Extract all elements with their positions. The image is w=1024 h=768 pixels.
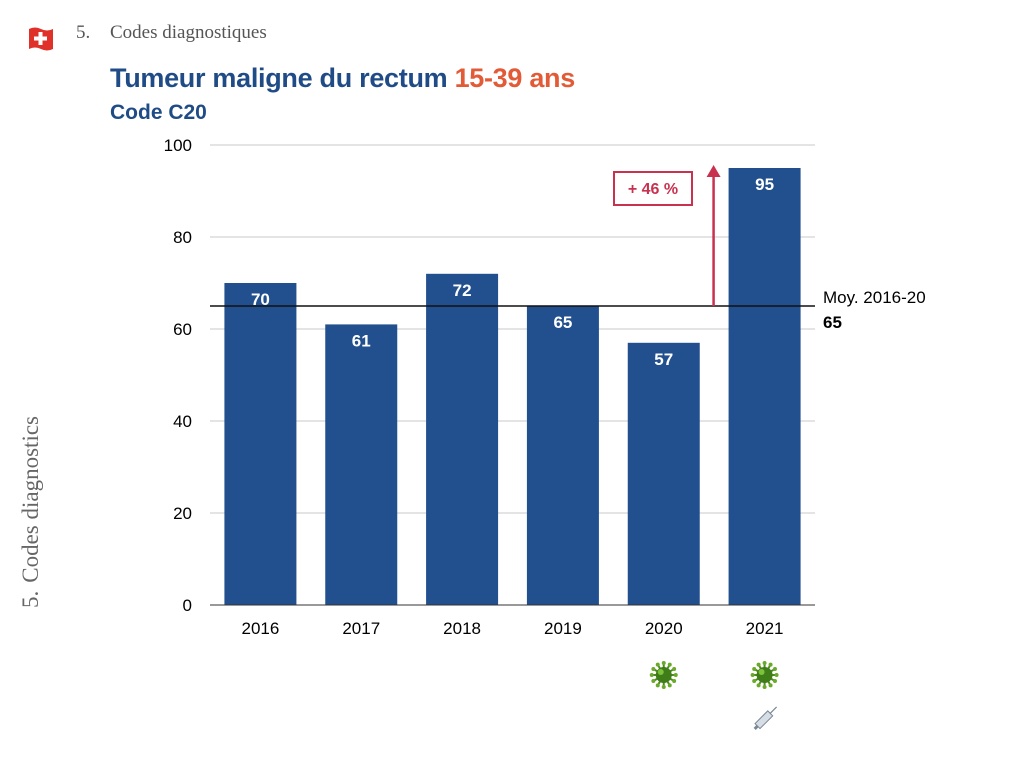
virus-highlight: [657, 669, 664, 675]
average-line-value: 65: [823, 313, 842, 332]
x-tick-label: 2018: [443, 619, 481, 638]
virus-spike-tip: [762, 661, 767, 665]
y-tick-label: 20: [173, 504, 192, 523]
bar: [627, 342, 700, 605]
syringe-plunger: [753, 725, 759, 730]
average-line-label: Moy. 2016-20: [823, 288, 926, 307]
chart-title-main: Tumeur maligne du rectum: [110, 63, 448, 93]
reference-line-group: Moy. 2016-20 65 + 46 %: [210, 165, 926, 332]
virus-body: [655, 667, 672, 683]
virus-spike-tip: [649, 673, 654, 677]
percent-change-label: + 46 %: [628, 181, 678, 198]
syringe-needle: [769, 706, 778, 714]
virus-spike-tip: [768, 662, 773, 667]
virus-spike-tip: [756, 683, 761, 688]
bar-value-label: 61: [352, 331, 371, 350]
bar: [325, 324, 398, 605]
virus-spike-tip: [756, 662, 761, 667]
virus-spike-tip: [672, 679, 677, 683]
swiss-flag-icon: [29, 27, 53, 51]
section-number: 5.: [76, 22, 91, 43]
y-tick-label: 60: [173, 320, 192, 339]
virus-spike-tip: [667, 662, 672, 667]
virus-icon: [750, 661, 779, 689]
virus-spike-tip: [750, 673, 755, 677]
percent-change-box: [613, 171, 693, 206]
virus-spike-tip: [772, 667, 777, 671]
virus-spike-tip: [752, 679, 757, 683]
chart-title: Tumeur maligne du rectum 15-39 ans: [110, 63, 575, 94]
virus-spike-tip: [661, 661, 666, 665]
virus-spike-tip: [762, 685, 767, 689]
bar-value-label: 57: [654, 350, 673, 369]
x-tick-label: 2021: [746, 619, 784, 638]
virus-spike-tip: [672, 667, 677, 671]
category-icons: [649, 661, 779, 730]
y-tick-label: 0: [183, 596, 192, 615]
section-title: Codes diagnostiques: [110, 22, 267, 43]
virus-spike-tip: [667, 683, 672, 688]
virus-spike-tip: [651, 667, 656, 671]
bar: [426, 273, 499, 605]
virus-spike-tip: [661, 685, 666, 689]
grid-lines: [210, 144, 815, 514]
chart-title-age-range: 15-39 ans: [454, 63, 576, 93]
virus-spike-tip: [752, 667, 757, 671]
bar-value-label: 70: [251, 290, 270, 309]
bar-value-label: 65: [553, 313, 572, 332]
chart-subtitle: Code C20: [110, 101, 207, 124]
y-tick-label: 100: [164, 136, 192, 155]
virus-spike-tip: [673, 673, 678, 677]
increase-arrowhead: [706, 165, 721, 177]
virus-spike-tip: [772, 679, 777, 683]
virus-spike-tip: [651, 679, 656, 683]
syringe-barrel: [754, 710, 774, 730]
virus-highlight: [758, 669, 765, 675]
x-tick-label: 2016: [242, 619, 280, 638]
y-tick-label: 80: [173, 228, 192, 247]
virus-spike-tip: [768, 683, 773, 688]
x-tick-label: 2019: [544, 619, 582, 638]
virus-body: [756, 667, 773, 683]
x-tick-label: 2020: [645, 619, 683, 638]
bar-value-label: 72: [453, 281, 472, 300]
virus-spike-tip: [655, 683, 660, 688]
bar: [526, 306, 599, 605]
axes: 0 20 40 60 80 100 2016 2017 2018 2019 2020 2021: [164, 136, 815, 638]
bar-value-label: 95: [755, 175, 774, 194]
x-tick-label: 2017: [342, 619, 380, 638]
syringe-icon: [753, 706, 778, 730]
bar: [728, 168, 801, 605]
bar: [224, 283, 297, 605]
virus-spike-tip: [655, 662, 660, 667]
bars: 70 61 72 65 57 95: [224, 168, 801, 605]
virus-icon: [649, 661, 678, 689]
y-tick-label: 40: [173, 412, 192, 431]
virus-spike-tip: [774, 673, 779, 677]
